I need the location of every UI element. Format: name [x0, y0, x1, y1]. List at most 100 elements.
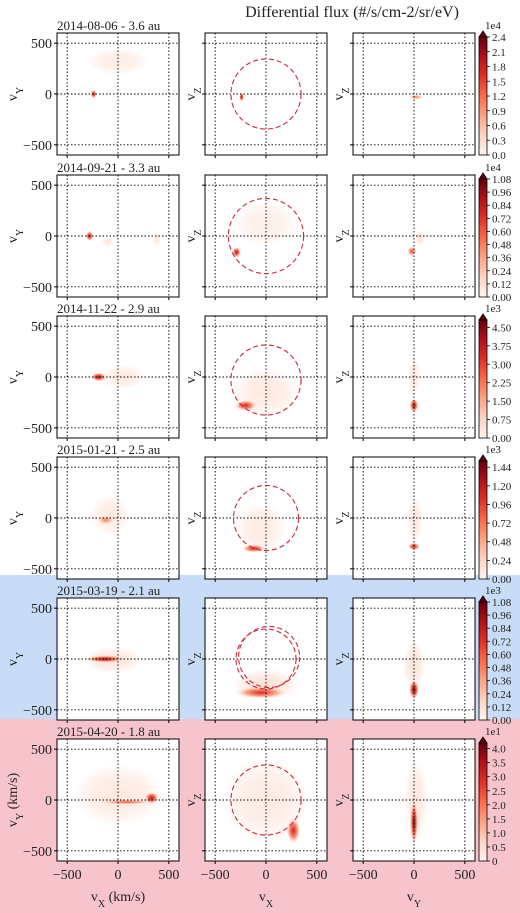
figure-title: Differential flux (#/s/cm-2/sr/eV): [245, 4, 459, 21]
flux-blob: [409, 800, 419, 845]
colorbar-tick-label: 2.4: [492, 32, 506, 44]
y-tick-label: 500: [31, 461, 52, 476]
row-4: 500 0 −500 vY 2015-01-21 - 2.5 au vZ vZ 1e3 1.44…: [6, 442, 512, 586]
colorbar-tick-label: 0.96: [492, 187, 512, 199]
panel-r4-c2: vZ: [184, 456, 328, 582]
colorbar-tick-label: 3.0: [492, 772, 506, 784]
colorbar-tick-label: 4.0: [492, 744, 506, 756]
colorbar-tick-label: 0.72: [492, 636, 511, 648]
colorbar-tick-label: 0.9: [492, 106, 506, 118]
colorbar-extend-arrow: [478, 454, 488, 462]
panel-r3-c2: vZ: [184, 315, 328, 441]
flux-blob: [234, 686, 288, 699]
colorbar-r4: 1e3 1.44 1.20 0.96 0.72 0.48 0.24 0.00: [478, 444, 512, 586]
y-axis-label: vZ: [332, 511, 352, 524]
y-axis-label: vZ: [184, 229, 204, 242]
y-tick-label: 0: [45, 230, 52, 245]
colorbar-tick-label: 1.5: [492, 814, 506, 826]
colorbar-tick-label: 2.25: [492, 378, 512, 390]
panel-r1-c1: 500 0 −500 vY 2014-08-06 - 3.6 au: [6, 18, 180, 158]
colorbar-tick-label: 1.44: [492, 462, 512, 474]
y-axis-label: vY: [6, 87, 26, 101]
flux-blob: [152, 231, 161, 247]
y-tick-label: −500: [23, 281, 52, 296]
flux-blob: [239, 92, 245, 102]
row-title: 2014-08-06 - 3.6 au: [57, 18, 161, 33]
panel-r1-c2: vZ: [184, 32, 328, 158]
x-tick-label: 500: [306, 868, 327, 883]
flux-blob: [97, 515, 114, 525]
y-tick-label: 0: [45, 653, 52, 668]
colorbar-tick-label: 0.48: [492, 240, 512, 252]
colorbar-tick-label: 1.20: [492, 481, 512, 493]
panel-r3-c1: 500 0 −500 vY 2014-11-22 - 2.9 au: [6, 301, 180, 441]
y-tick-label: 0: [45, 512, 52, 527]
panel-r1-c3: vZ: [332, 32, 476, 158]
flux-blob: [72, 764, 164, 826]
colorbar-extend-arrow: [478, 172, 488, 180]
y-axis-label: vZ: [184, 511, 204, 524]
y-tick-label: −500: [23, 563, 52, 578]
colorbar-extend-arrow: [478, 313, 488, 321]
colorbar-tick-label: 0.12: [492, 702, 511, 714]
colorbar-tick-label: 1.5: [492, 76, 506, 88]
colorbar-gradient: [478, 36, 488, 156]
row-title: 2014-11-22 - 2.9 au: [57, 301, 160, 316]
panel-r4-c1: 500 0 −500 vY 2015-01-21 - 2.5 au: [6, 442, 180, 582]
row-title: 2015-03-19 - 2.1 au: [57, 583, 161, 598]
colorbar-tick-label: 0.6: [492, 121, 506, 133]
dashed-circle: [235, 628, 297, 690]
flux-blob: [85, 655, 125, 663]
y-axis-label: vZ: [184, 370, 204, 383]
flux-blob: [144, 791, 159, 805]
colorbar-extend-arrow: [478, 595, 488, 603]
colorbar-tick-label: 3.5: [492, 758, 506, 770]
colorbar-tick-label: 3.75: [492, 341, 512, 353]
y-tick-label: −500: [23, 422, 52, 437]
y-axis-label: vY: [6, 370, 26, 384]
flux-blob: [234, 399, 257, 412]
y-tick-label: 500: [31, 602, 52, 617]
colorbar-tick-label: 2.5: [492, 786, 506, 798]
colorbar-tick-label: 0.24: [492, 266, 512, 278]
dashed-circle: [232, 484, 300, 552]
y-axis-label: vY (km/s): [6, 773, 26, 828]
flux-blob: [406, 246, 418, 257]
colorbar-tick-label: 1.2: [492, 91, 506, 103]
y-tick-label: 0: [45, 794, 52, 809]
x-tick-label: −500: [201, 868, 230, 883]
colorbar-tick-label: 2.0: [492, 800, 506, 812]
colorbar-multiplier: 1e3: [485, 444, 501, 456]
row-2: 500 0 −500 vY 2014-09-21 - 3.3 au vZ vZ 1e41.08…: [6, 160, 512, 304]
colorbar-gradient: [478, 460, 488, 580]
panel-r4-c3: vZ: [332, 456, 476, 582]
colorbar-tick-label: 0.75: [492, 415, 512, 427]
y-tick-label: 500: [31, 320, 52, 335]
colorbar-extend-arrow: [478, 30, 488, 38]
y-axis-label: vY: [6, 229, 26, 243]
colorbar-tick-label: 0.84: [492, 623, 512, 635]
colorbar-tick-label: 0.48: [492, 537, 512, 549]
colorbar-tick-label: 1.50: [492, 396, 512, 408]
colorbar-tick-label: 1.08: [492, 597, 512, 609]
colorbar-multiplier: 1e3: [485, 303, 501, 315]
colorbar-tick-label: 0.00: [492, 574, 512, 586]
flux-blob: [406, 497, 424, 543]
panel-r2-c2: vZ: [184, 174, 328, 300]
flux-blob: [99, 799, 153, 805]
y-axis-label: vZ: [184, 87, 204, 100]
y-tick-label: 0: [45, 371, 52, 386]
colorbar-tick-label: 0.5: [492, 842, 506, 854]
colorbar-tick-label: 0.84: [492, 200, 512, 212]
x-tick-label: 500: [454, 868, 475, 883]
colorbar-tick-label: 0.72: [492, 518, 511, 530]
flux-blob: [89, 494, 131, 536]
flux-blob: [91, 372, 107, 382]
y-tick-label: 500: [31, 743, 52, 758]
x-tick-label: −500: [349, 868, 378, 883]
colorbar-tick-label: 0: [492, 856, 498, 868]
colorbar-tick-label: 0.60: [492, 226, 512, 238]
